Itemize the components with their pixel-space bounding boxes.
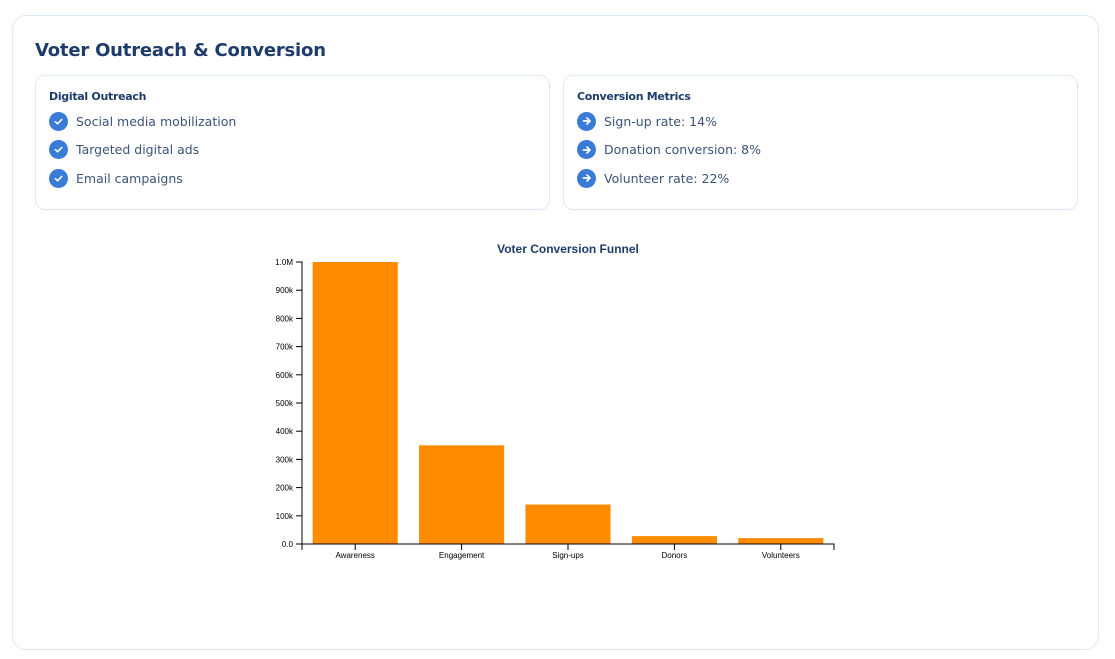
bar-awareness bbox=[312, 262, 398, 544]
x-tick-label: Donors bbox=[662, 551, 688, 560]
y-tick-label: 800k bbox=[276, 314, 294, 323]
chart-title: Voter Conversion Funnel bbox=[497, 242, 639, 256]
y-tick-label: 600k bbox=[276, 371, 294, 380]
bars-group bbox=[312, 262, 824, 544]
list-item: Targeted digital ads bbox=[49, 140, 236, 160]
list-item-text: Sign-up rate: 14% bbox=[604, 113, 717, 129]
y-tick-label: 700k bbox=[276, 343, 294, 352]
bar-donors bbox=[631, 536, 717, 544]
list-item-text: Email campaigns bbox=[76, 170, 183, 186]
digital-outreach-heading: Digital Outreach bbox=[49, 90, 147, 103]
list-item-text: Volunteer rate: 22% bbox=[604, 170, 730, 186]
arrow-right-circle-icon bbox=[577, 140, 596, 159]
y-tick-label: 200k bbox=[276, 484, 294, 493]
arrow-right-circle-icon bbox=[577, 168, 596, 188]
arrow-right-circle-icon bbox=[577, 111, 596, 131]
y-tick-label: 1.0M bbox=[275, 258, 293, 267]
check-circle-icon bbox=[49, 111, 68, 131]
list-item-text: Targeted digital ads bbox=[76, 142, 200, 157]
list-item: Volunteer rate: 22% bbox=[577, 168, 761, 188]
page-title: Voter Outreach & Conversion bbox=[35, 40, 326, 61]
digital-outreach-list: Social media mobilization Targeted digit… bbox=[49, 111, 236, 197]
y-tick-label: 100k bbox=[276, 512, 294, 521]
y-tick-label: 400k bbox=[276, 427, 294, 436]
digital-outreach-panel: Digital Outreach Social media mobilizati… bbox=[35, 75, 550, 210]
list-item: Sign-up rate: 14% bbox=[577, 111, 761, 131]
check-circle-icon bbox=[49, 168, 68, 188]
conversion-metrics-heading: Conversion Metrics bbox=[577, 90, 691, 103]
y-tick-label: 500k bbox=[276, 399, 294, 408]
list-item-text: Donation conversion: 8% bbox=[604, 142, 762, 157]
y-tick-label: 0.0 bbox=[282, 540, 294, 549]
x-tick-label: Engagement bbox=[439, 551, 485, 560]
list-item: Email campaigns bbox=[49, 168, 236, 188]
x-tick-label: Awareness bbox=[335, 551, 374, 560]
list-item: Social media mobilization bbox=[49, 111, 236, 131]
y-axis: 0.0 100k 200k 300k 400k 500k 600k 700k 800k 900k 1… bbox=[275, 258, 303, 549]
x-axis: Awareness Engagement Sign-ups Donors Volunte… bbox=[301, 543, 835, 560]
x-tick-label: Volunteers bbox=[762, 551, 800, 560]
conversion-metrics-list: Sign-up rate: 14% Donation conversion: 8… bbox=[577, 111, 761, 197]
bar-engagement bbox=[419, 445, 505, 544]
bar-volunteers bbox=[738, 538, 824, 544]
bar-sign-ups bbox=[525, 504, 611, 544]
check-circle-icon bbox=[49, 140, 68, 159]
conversion-metrics-panel: Conversion Metrics Sign-up rate: 14% Don… bbox=[563, 75, 1078, 210]
x-tick-label: Sign-ups bbox=[552, 551, 584, 560]
y-tick-label: 300k bbox=[276, 455, 294, 464]
list-item: Donation conversion: 8% bbox=[577, 140, 761, 160]
y-tick-label: 900k bbox=[276, 286, 294, 295]
list-item-text: Social media mobilization bbox=[76, 113, 237, 129]
